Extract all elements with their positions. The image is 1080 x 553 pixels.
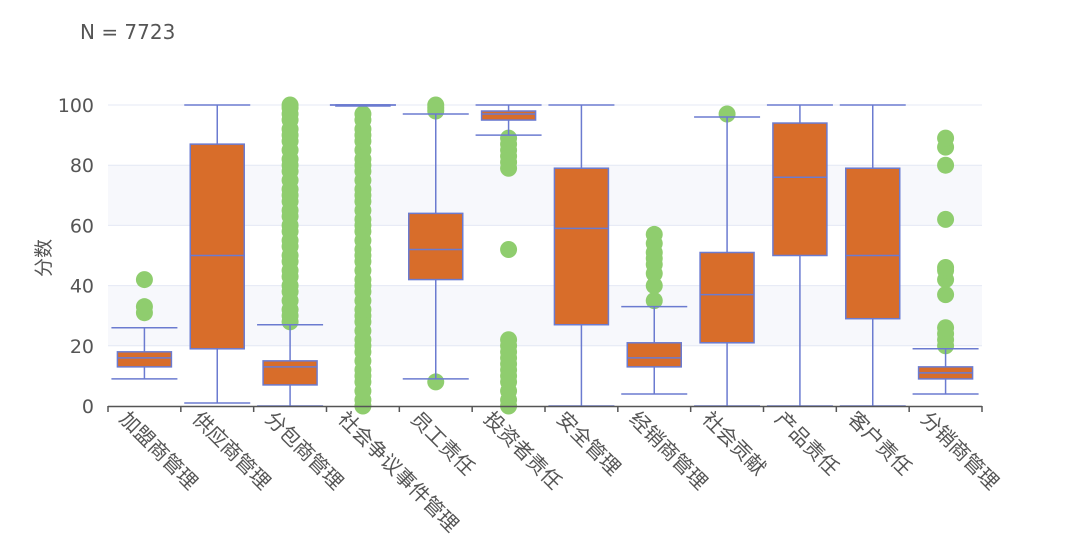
outlier-point [645,225,663,243]
outlier-point [427,96,445,114]
outlier-point [500,240,518,258]
x-tick-label: 社会贡献 [698,407,772,481]
outlier-point [937,129,955,147]
box-rect [480,110,537,121]
outlier-point [937,210,955,228]
x-tick-label: 供应商管理 [188,407,276,495]
box-rect [699,251,755,344]
box-rect [189,143,245,350]
x-tick-label: 加盟商管理 [115,407,203,495]
y-tick-label: 100 [58,95,94,117]
sample-size-label: N = 7723 [80,20,176,44]
y-axis-ticks: 0 20 40 60 80 100 [58,95,94,418]
box-6 [475,104,542,415]
y-tick-label: 0 [82,396,94,418]
y-axis-label: 分数 [33,239,55,277]
x-tick-label: 经销商管理 [625,407,713,495]
box-11 [839,104,906,407]
y-tick-label: 60 [70,215,94,237]
grid-bands [108,165,982,346]
x-tick-label: 投资者责任 [479,407,567,495]
outlier-point [645,277,663,295]
outlier-point [718,105,736,123]
outlier-point [937,286,955,304]
box-rect [553,167,610,326]
outlier-point [937,319,955,337]
box-rect [772,122,828,257]
box-7 [548,104,615,407]
box-rect [845,167,901,320]
box-rect [262,360,318,386]
box-8 [621,225,688,395]
box-rect [408,212,464,281]
outlier-point [281,96,299,114]
x-tick-label: 分包商管理 [261,407,349,495]
box-10 [766,104,833,407]
x-tick-label: 安全管理 [552,407,626,481]
box-1 [111,271,178,380]
box-2 [184,104,251,404]
box-rect [116,351,173,368]
box-3 [257,96,324,407]
outlier-point [645,292,663,310]
grid-band [108,165,982,226]
outlier-point [937,259,955,277]
outlier-point [135,271,153,289]
box-series [111,96,979,415]
x-tick-label: 员工责任 [406,407,480,481]
outlier-point [135,298,153,316]
grid-lines [108,104,982,347]
box-4 [329,104,396,415]
box-5 [402,96,469,391]
y-tick-label: 80 [70,155,94,177]
outlier-point [500,129,518,147]
outlier-point [937,156,955,174]
outlier-point [427,373,445,391]
x-tick-label: 客户责任 [843,407,917,481]
x-tick-label: 产品责任 [770,407,844,481]
x-tick-label: 分销商管理 [916,407,1004,495]
box-12 [912,129,979,395]
box-rect [626,342,682,368]
box-9 [694,105,761,407]
grid-band [108,285,982,346]
outlier-point [354,105,372,123]
y-tick-label: 40 [70,276,94,298]
y-tick-label: 20 [70,336,94,358]
outlier-point [500,331,518,349]
